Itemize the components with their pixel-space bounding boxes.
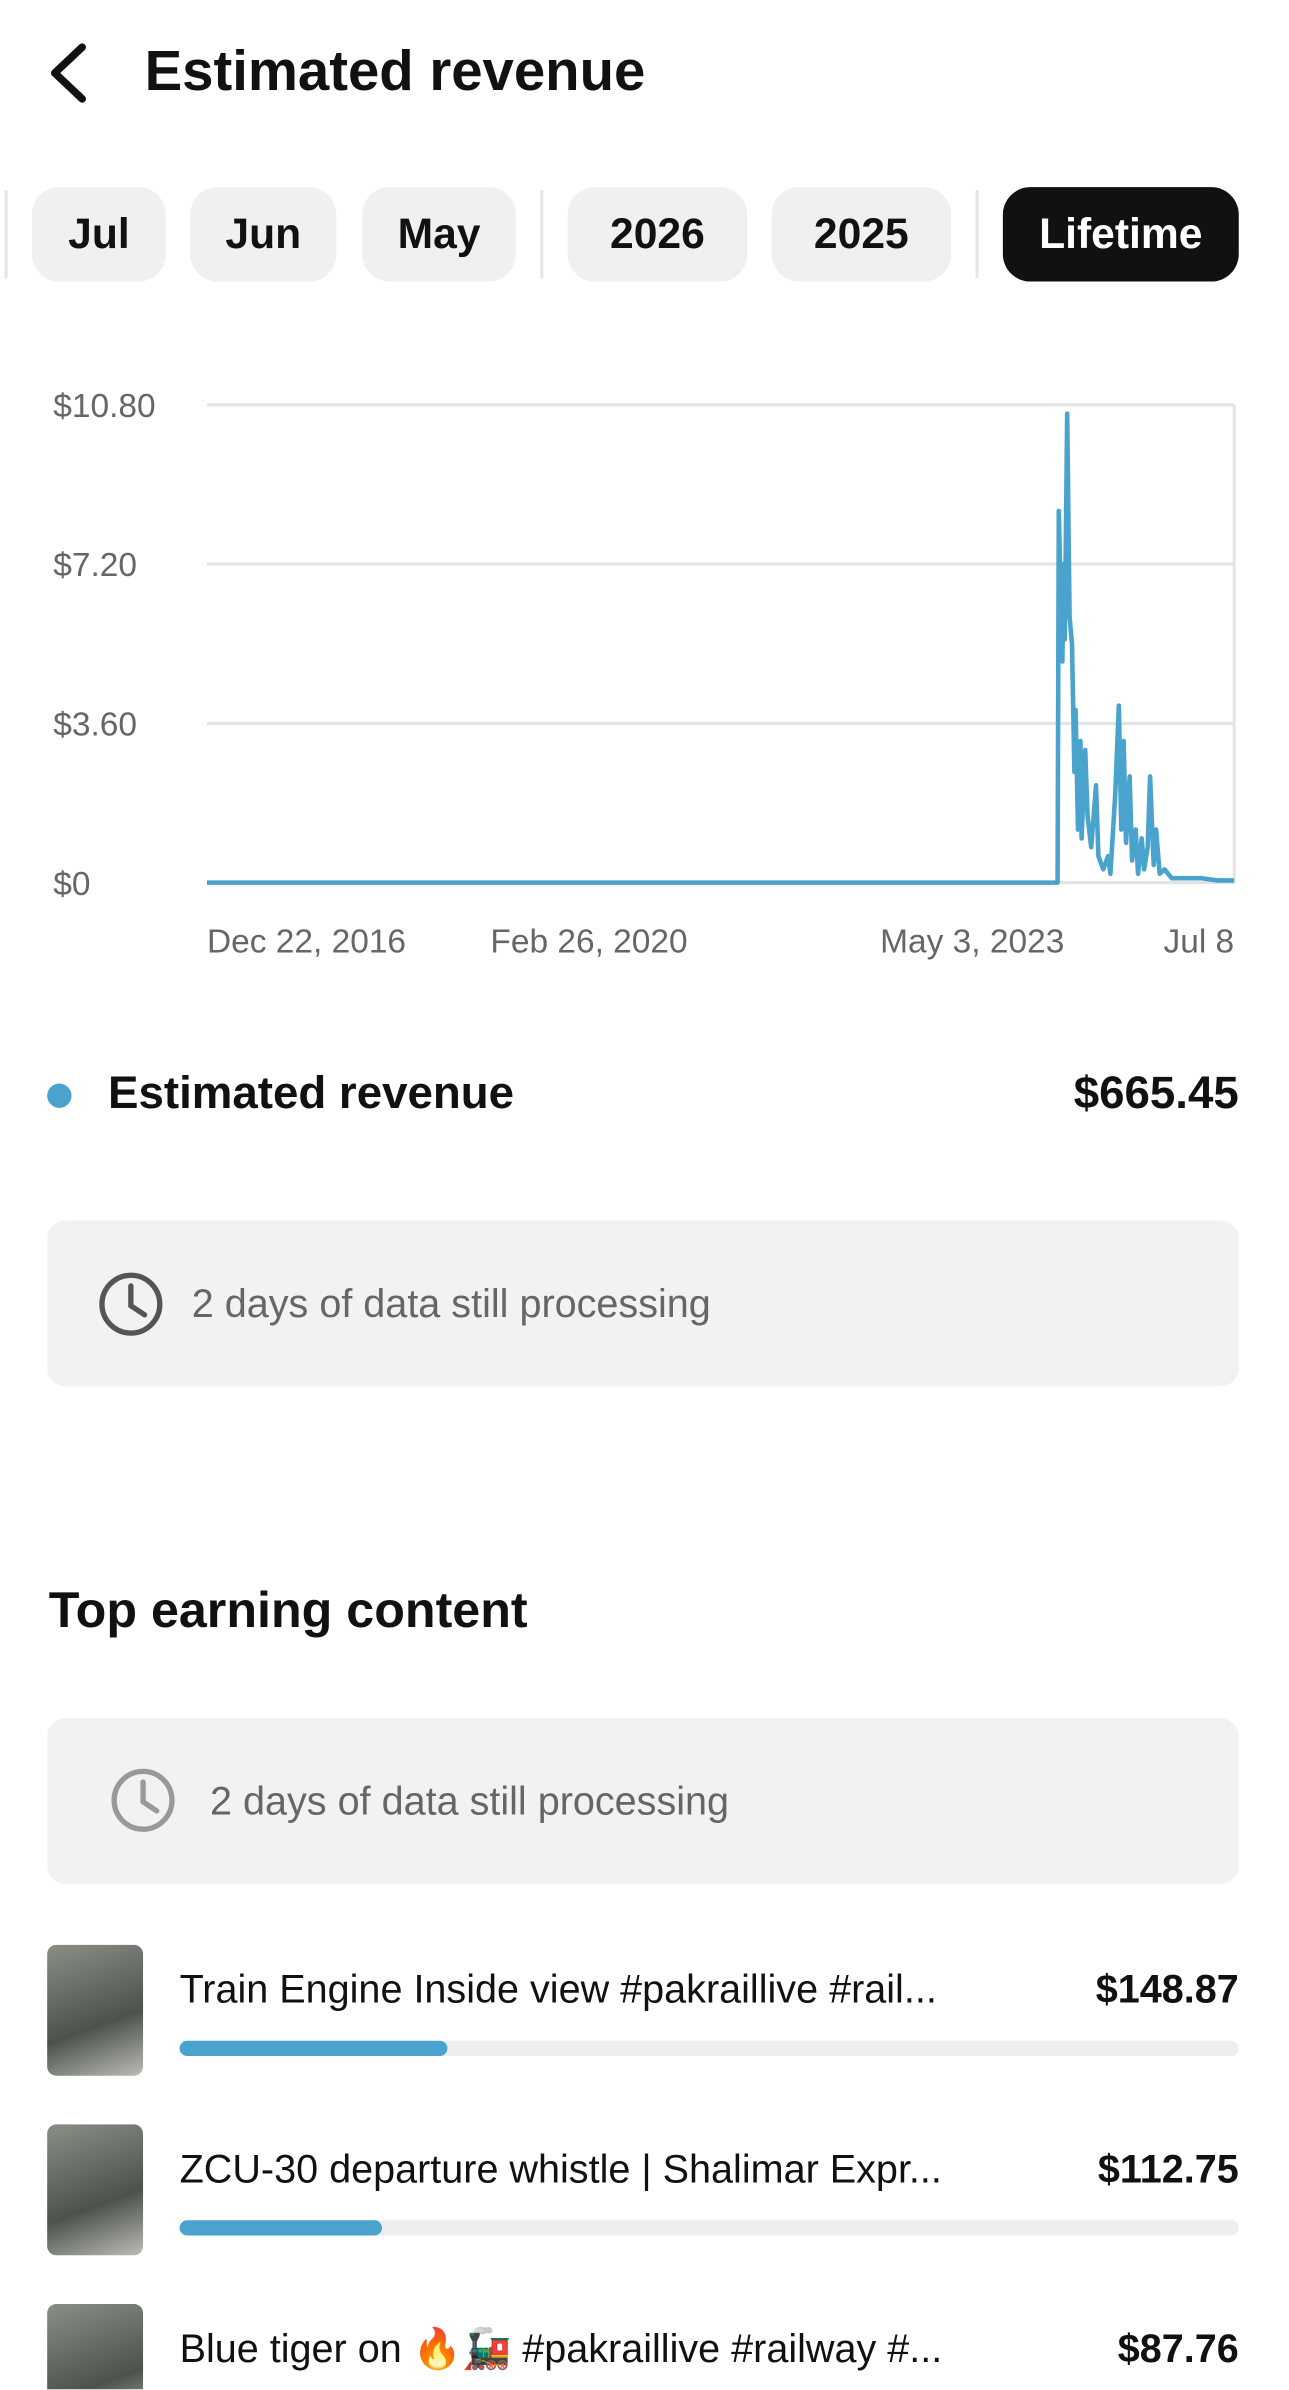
section-title: Top earning content — [48, 1581, 528, 1638]
thumbnail[interactable] — [47, 1944, 144, 2076]
tab[interactable]: Jun — [190, 187, 337, 282]
tab[interactable]: 2026 — [567, 187, 748, 282]
x-tick-label: May 3, 2023 — [880, 924, 1064, 961]
revenue-line — [206, 411, 1235, 885]
separator — [540, 190, 544, 279]
notice: 2 days of data still processing — [47, 1718, 1239, 1884]
x-tick-label: Dec 22, 2016 — [207, 924, 406, 961]
tab[interactable]: 2025 — [771, 187, 952, 282]
total-revenue: $665.45 — [1073, 1068, 1239, 1119]
separator — [975, 190, 979, 279]
clock-icon — [111, 1768, 175, 1832]
thumbnail[interactable] — [47, 2124, 144, 2256]
y-tick-label: $10.80 — [53, 388, 155, 425]
notice-text: 2 days of data still processing — [191, 1279, 711, 1326]
y-tick-label: $0 — [53, 866, 90, 903]
notice-text: 2 days of data still processing — [210, 1777, 730, 1824]
notice: 2 days of data still processing — [47, 1220, 1239, 1387]
y-tick-label: $7.20 — [53, 547, 137, 584]
tab[interactable]: Jul — [31, 187, 166, 282]
bar — [179, 2040, 447, 2056]
content-title[interactable]: Blue tiger on 🔥🚂 #pakraillive #railway #… — [179, 2325, 943, 2371]
back-button[interactable] — [43, 41, 95, 105]
content-revenue: $87.76 — [1117, 2325, 1239, 2371]
content-revenue: $112.75 — [1097, 2145, 1239, 2192]
clock-icon — [99, 1272, 163, 1336]
separator — [4, 190, 8, 279]
content-revenue: $148.87 — [1095, 1966, 1239, 2012]
content-title[interactable]: Train Engine Inside view #pakraillive #r… — [179, 1966, 937, 2012]
legend-dot — [47, 1083, 72, 1108]
bar-track — [179, 2220, 1239, 2236]
bar — [179, 2220, 382, 2236]
tab[interactable]: Lifetime — [1002, 187, 1239, 282]
x-tick-label: Jul 8 — [1163, 924, 1234, 961]
legend-label: Estimated revenue — [108, 1068, 515, 1119]
y-tick-label: $3.60 — [53, 707, 137, 744]
chart: $0 $3.60 $7.20 $10.80 Dec 22, 2016 Feb 26, 20… — [53, 388, 1236, 961]
tab[interactable]: May — [362, 187, 516, 282]
x-tick-label: Feb 26, 2020 — [490, 924, 687, 961]
thumbnail[interactable] — [47, 2304, 144, 2390]
content-title[interactable]: ZCU-30 departure whistle | Shalimar Expr… — [179, 2145, 942, 2192]
page-title: Estimated revenue — [144, 39, 646, 102]
